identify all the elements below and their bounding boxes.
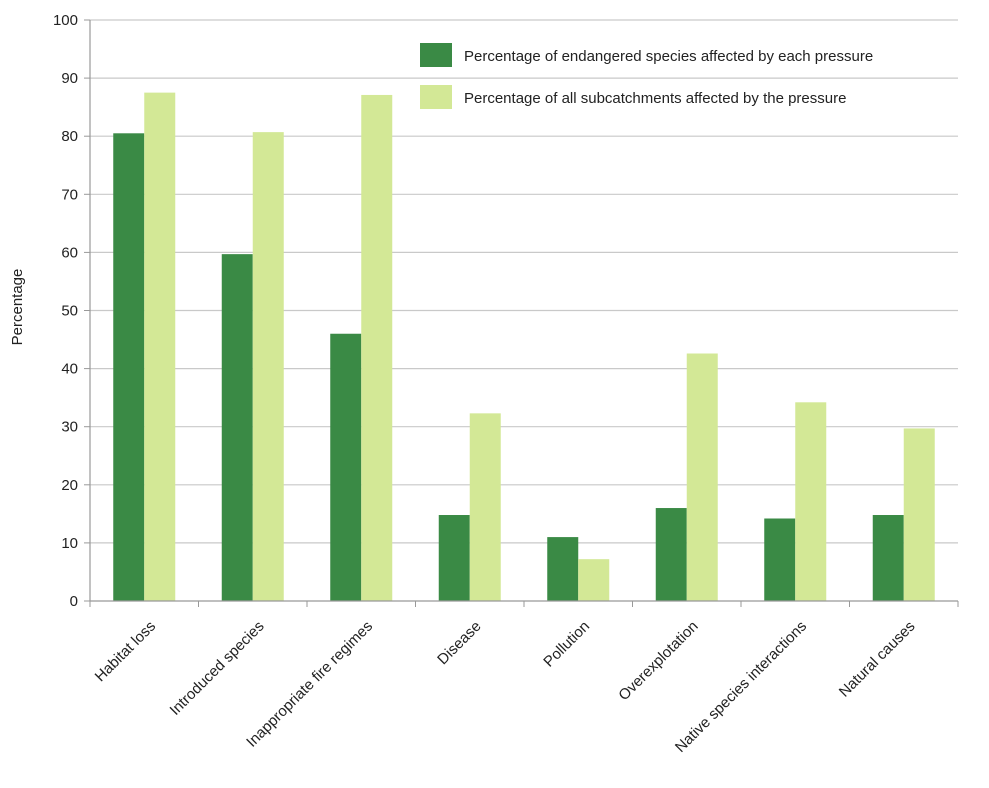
bar-endangered-species xyxy=(221,254,253,601)
bar-endangered-species xyxy=(330,333,362,601)
y-tick-labels: 0 10 20 30 40 50 60 70 80 90 100 xyxy=(53,12,90,610)
y-tick-label: 10 xyxy=(61,535,78,552)
legend-swatch xyxy=(420,43,452,67)
x-category-label: Natural causes xyxy=(836,618,919,701)
x-category-label: Disease xyxy=(434,618,484,668)
axes xyxy=(89,20,959,607)
y-tick-label: 30 xyxy=(61,419,78,436)
y-tick-label: 0 xyxy=(70,593,78,610)
legend-swatch xyxy=(420,85,452,109)
bar-subcatchments xyxy=(252,132,284,601)
x-category-label: Habitat loss xyxy=(92,618,159,685)
legend-label: Percentage of endangered species affecte… xyxy=(464,48,873,65)
bar-subcatchments xyxy=(686,353,718,601)
bar-subcatchments xyxy=(903,428,935,601)
y-tick-label: 20 xyxy=(61,477,78,494)
x-category-label: Pollution xyxy=(540,618,593,671)
y-tick-label: 40 xyxy=(61,361,78,378)
x-category-labels: Habitat loss Introduced speciesInappropri… xyxy=(92,618,919,756)
y-tick-label: 100 xyxy=(53,12,78,29)
bar-subcatchments xyxy=(361,94,393,601)
x-category-label: Inappropriate fire regimes xyxy=(243,618,376,751)
legend: Percentage of endangered species affecte… xyxy=(420,43,873,109)
y-tick-label: 80 xyxy=(61,128,78,145)
y-tick-label: 60 xyxy=(61,244,78,261)
y-tick-label: 90 xyxy=(61,70,78,87)
bar-endangered-species xyxy=(438,515,470,601)
bar-subcatchments xyxy=(469,413,501,601)
bar-endangered-species xyxy=(764,518,796,601)
y-tick-label: 50 xyxy=(61,303,78,320)
bar-subcatchments xyxy=(144,92,176,601)
y-axis-title: Percentage xyxy=(9,269,26,346)
bar-endangered-species xyxy=(655,508,687,601)
x-category-label: Overexplotation xyxy=(615,618,701,704)
bars xyxy=(113,92,935,602)
legend-label: Percentage of all subcatchments affected… xyxy=(464,90,846,107)
x-category-label: Introduced species xyxy=(167,618,268,719)
y-tick-label: 70 xyxy=(61,186,78,203)
bar-endangered-species xyxy=(113,133,145,602)
bar-subcatchments xyxy=(578,559,610,601)
bar-endangered-species xyxy=(547,537,579,601)
bar-subcatchments xyxy=(795,402,827,601)
bar-endangered-species xyxy=(872,515,904,601)
